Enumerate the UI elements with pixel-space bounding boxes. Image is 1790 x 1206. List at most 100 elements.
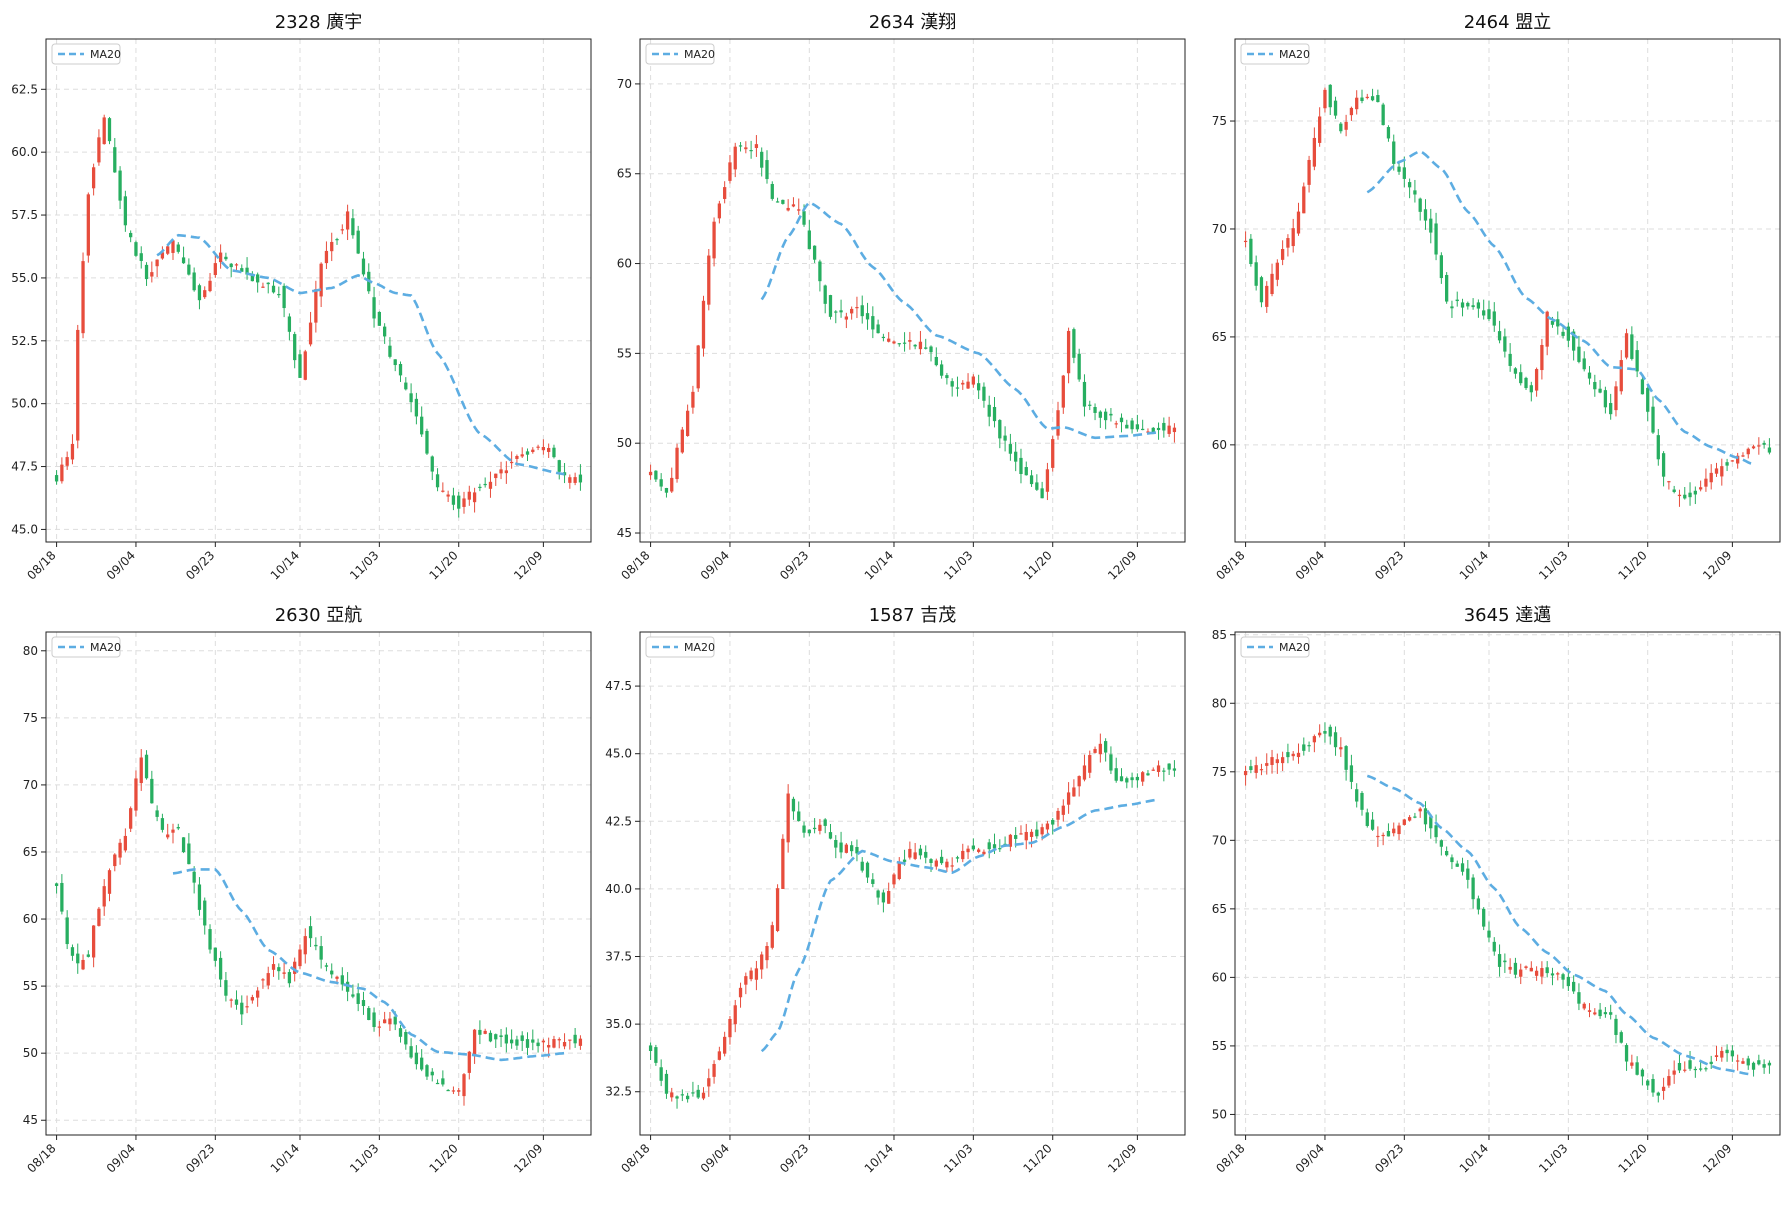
candle-body (1061, 375, 1065, 408)
candle-body (992, 406, 997, 422)
candle-body (361, 258, 366, 275)
candle-body (256, 274, 260, 283)
x-tick-label: 11/20 (1020, 1141, 1054, 1175)
candle-body (240, 1002, 244, 1015)
candle-body (451, 495, 456, 505)
candle-body (134, 242, 138, 256)
candle-body (404, 382, 408, 390)
candle-body (218, 252, 223, 263)
candle-body (1767, 447, 1772, 453)
candle-body (65, 457, 69, 466)
candle-body (393, 359, 397, 366)
candle-body (1746, 1058, 1750, 1066)
candle-body (855, 307, 859, 309)
candle-body (775, 888, 780, 931)
candle-body (1270, 273, 1274, 295)
candle-body (1088, 404, 1092, 406)
candle-body (1434, 825, 1438, 838)
x-tick-label: 09/23 (1372, 548, 1406, 582)
candle-body (1392, 828, 1396, 834)
candle-body (1407, 182, 1412, 188)
candle-body (664, 487, 669, 493)
candle-body (871, 316, 875, 330)
candle-body (1609, 1012, 1613, 1015)
candle-body (298, 354, 302, 378)
candle-body (568, 1039, 572, 1041)
candle-body (1370, 819, 1375, 830)
candle-body (1482, 908, 1486, 927)
candle-body (1307, 745, 1311, 747)
candle-body (271, 285, 276, 293)
candle-body (1312, 137, 1317, 167)
candle-body (1471, 305, 1475, 308)
candle-body (865, 862, 870, 878)
candle-body (1693, 1068, 1697, 1071)
candle-body (213, 263, 217, 276)
candle-body (902, 342, 907, 344)
y-tick-label: 45.0 (11, 522, 38, 536)
candle-body (1540, 968, 1544, 977)
legend-label: MA20 (1279, 641, 1310, 654)
candle-body (446, 1089, 450, 1092)
candle-body (414, 398, 419, 417)
legend-label: MA20 (1279, 48, 1310, 61)
candle-body (812, 245, 817, 260)
plot-area: 1587 吉茂 32.5 35.0 37.5 40.0 42.5 45.0 47.5 08/18… (605, 605, 1186, 1176)
candle-body (102, 886, 106, 907)
candle-body (860, 861, 864, 871)
candle-body (54, 475, 59, 482)
candle-body (383, 1019, 387, 1024)
candle-body (144, 754, 149, 779)
candle-body (1162, 422, 1166, 431)
candle-body (1265, 285, 1269, 307)
candle-body (1014, 451, 1018, 462)
legend-box (51, 43, 121, 65)
candle-body (1640, 379, 1645, 395)
candle-body (298, 949, 302, 967)
candle-body (1709, 1061, 1713, 1065)
plot-frame (1234, 631, 1781, 1136)
candle-body (1455, 863, 1459, 867)
candle-body (1051, 439, 1055, 468)
candle-body (1429, 218, 1433, 233)
candle-body (1603, 390, 1608, 408)
candle-body (797, 811, 801, 822)
candle-body (1130, 420, 1134, 430)
candle-body (1029, 831, 1034, 837)
candle-body (1397, 166, 1401, 172)
ma20-line (1366, 149, 1754, 466)
candle-body (467, 1051, 471, 1073)
candle-body (1323, 89, 1327, 109)
candle-body (335, 976, 339, 979)
candle-body (282, 972, 286, 974)
candle-body (1360, 97, 1364, 102)
candle-body (441, 490, 445, 492)
candles (648, 733, 1177, 1109)
candle-body (123, 196, 128, 226)
plot-area: 2464 盟立 60 65 70 75 08/18 09/04 09/23 10/14 11/03… (1212, 12, 1781, 583)
candle-body (828, 295, 833, 317)
candle-body (409, 393, 413, 403)
x-tick-label: 10/14 (1457, 1141, 1491, 1175)
candle-body (287, 972, 292, 984)
candle-body (971, 376, 975, 385)
candle-body (1704, 1068, 1708, 1070)
candle-body (934, 860, 938, 867)
candle-body (494, 473, 498, 479)
candle-body (913, 344, 917, 347)
candle-body (1418, 198, 1422, 212)
x-tick-label: 08/18 (24, 1141, 58, 1175)
candle-body (562, 1041, 567, 1047)
candlestick-chart-2: 2634 漢翔 45 50 55 60 65 70 08/18 09/04 09/23 10/14 1… (617, 12, 1186, 583)
y-tick-label: 55 (23, 979, 38, 993)
x-tick-label: 12/09 (1700, 1141, 1734, 1175)
candle-body (150, 778, 154, 804)
candle-body (340, 975, 344, 985)
candle-body (271, 964, 276, 970)
y-tick-label: 70 (23, 778, 38, 792)
candle-body (839, 310, 843, 313)
candle-body (950, 381, 954, 387)
x-tick-label: 09/04 (104, 1141, 138, 1175)
candle-body (398, 363, 403, 376)
candle-body (192, 871, 196, 883)
